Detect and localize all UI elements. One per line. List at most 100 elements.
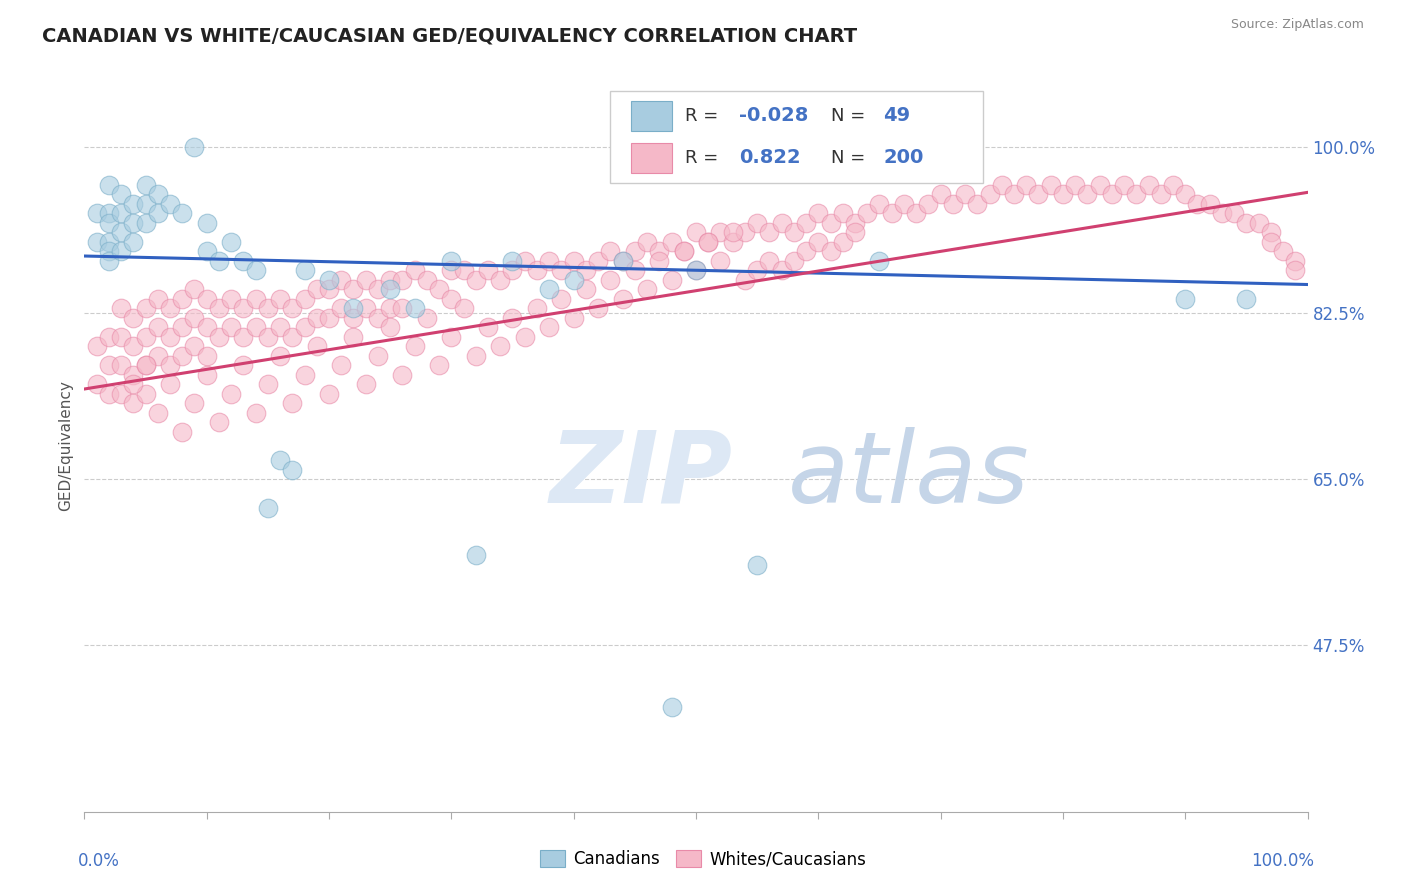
FancyBboxPatch shape <box>610 91 983 183</box>
Point <box>1223 206 1246 220</box>
Point <box>513 253 536 268</box>
Point <box>135 196 157 211</box>
Point <box>416 310 439 325</box>
Point <box>281 463 304 477</box>
Point <box>624 263 647 277</box>
Point <box>195 349 218 363</box>
Point <box>342 330 364 344</box>
Point <box>183 140 205 154</box>
Point <box>538 282 561 296</box>
Point <box>636 235 658 249</box>
Text: 200: 200 <box>883 148 924 168</box>
Point <box>86 377 108 392</box>
Point <box>783 253 806 268</box>
Point <box>1114 178 1136 192</box>
Point <box>122 310 145 325</box>
Point <box>183 339 205 353</box>
Point <box>526 263 548 277</box>
Point <box>86 235 108 249</box>
Point <box>172 206 194 220</box>
Point <box>219 292 242 306</box>
Point <box>734 273 756 287</box>
Point <box>380 301 402 316</box>
Point <box>1260 235 1282 249</box>
Point <box>1198 196 1220 211</box>
Point <box>245 263 267 277</box>
Point <box>245 406 267 420</box>
Point <box>97 244 120 259</box>
Point <box>502 263 524 277</box>
Point <box>1236 216 1258 230</box>
Y-axis label: GED/Equivalency: GED/Equivalency <box>58 381 73 511</box>
Text: N =: N = <box>831 149 865 167</box>
Point <box>453 263 475 277</box>
Point <box>330 301 353 316</box>
Point <box>538 320 561 334</box>
Point <box>135 358 157 372</box>
Point <box>721 235 744 249</box>
Point <box>219 235 242 249</box>
Point <box>502 253 524 268</box>
Point <box>257 301 280 316</box>
Point <box>807 206 830 220</box>
Point <box>146 349 169 363</box>
Point <box>477 320 499 334</box>
Text: 49: 49 <box>883 106 910 126</box>
Bar <box>631 144 672 173</box>
Point <box>110 330 132 344</box>
Point <box>183 396 205 410</box>
Point <box>599 273 621 287</box>
Point <box>146 206 169 220</box>
Point <box>232 358 254 372</box>
Point <box>648 253 671 268</box>
Point <box>208 330 231 344</box>
Point <box>820 216 842 230</box>
Point <box>122 216 145 230</box>
Point <box>464 548 486 562</box>
Point <box>380 273 402 287</box>
Point <box>624 244 647 259</box>
Point <box>208 253 231 268</box>
Point <box>232 330 254 344</box>
Point <box>672 244 695 259</box>
Text: R =: R = <box>685 107 718 125</box>
Point <box>709 253 731 268</box>
Point <box>294 368 316 382</box>
Point <box>991 178 1014 192</box>
Point <box>269 292 291 306</box>
Point <box>685 225 707 239</box>
Point <box>586 253 609 268</box>
Point <box>232 301 254 316</box>
Point <box>831 206 853 220</box>
Point <box>831 235 853 249</box>
Point <box>269 320 291 334</box>
Bar <box>631 102 672 130</box>
Point <box>110 358 132 372</box>
Point <box>122 377 145 392</box>
Point <box>1064 178 1087 192</box>
Point <box>269 453 291 467</box>
Point <box>281 396 304 410</box>
Point <box>1039 178 1062 192</box>
Point <box>294 320 316 334</box>
Point <box>550 263 572 277</box>
Point <box>135 178 157 192</box>
Text: N =: N = <box>831 107 865 125</box>
Point <box>893 196 915 211</box>
Text: 0.0%: 0.0% <box>79 852 120 870</box>
Point <box>404 339 426 353</box>
Point <box>440 330 463 344</box>
Point <box>869 196 891 211</box>
Point <box>1187 196 1209 211</box>
Point <box>770 216 793 230</box>
Point <box>1247 216 1270 230</box>
Point <box>880 206 903 220</box>
Point <box>110 301 132 316</box>
Point <box>380 282 402 296</box>
Point <box>195 368 218 382</box>
Point <box>440 253 463 268</box>
Point <box>183 310 205 325</box>
Point <box>146 320 169 334</box>
Point <box>318 282 340 296</box>
Point <box>966 196 988 211</box>
